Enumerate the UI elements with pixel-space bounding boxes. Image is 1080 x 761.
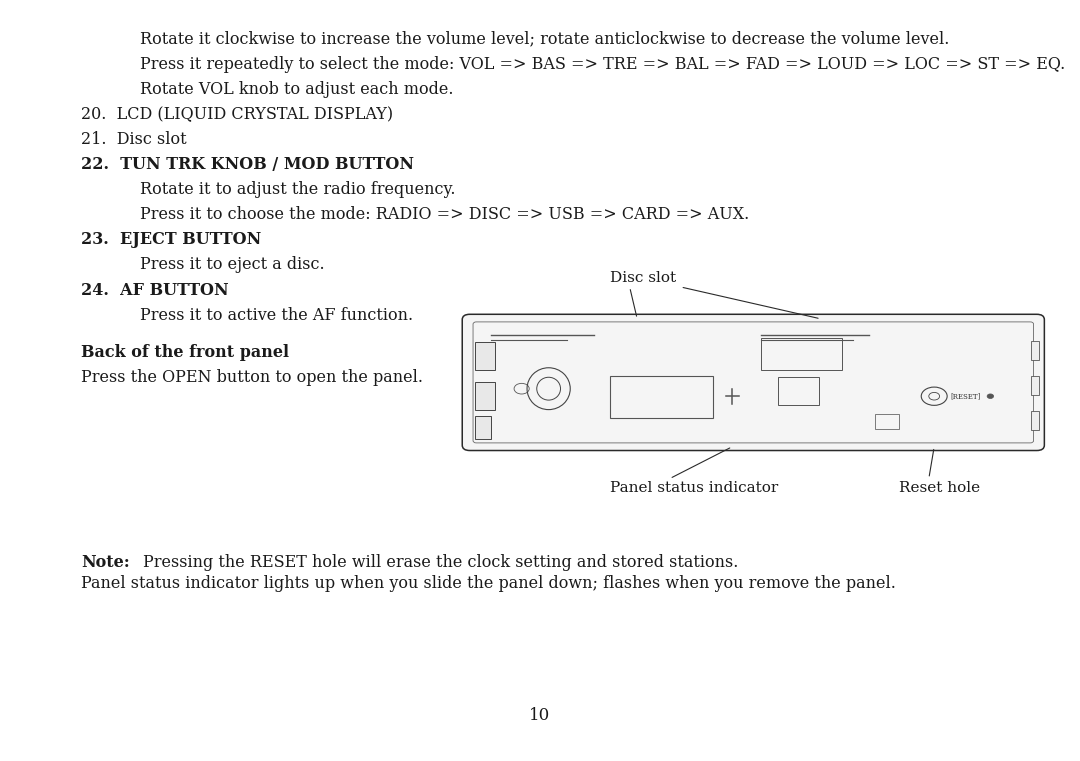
Bar bbox=[475, 382, 495, 410]
Text: 20.  LCD (LIQUID CRYSTAL DISPLAY): 20. LCD (LIQUID CRYSTAL DISPLAY) bbox=[81, 106, 393, 123]
Text: Press it repeatedly to select the mode: VOL => BAS => TRE => BAL => FAD => LOUD : Press it repeatedly to select the mode: … bbox=[140, 56, 1066, 72]
Bar bbox=[475, 416, 491, 439]
Text: Press it to eject a disc.: Press it to eject a disc. bbox=[140, 256, 325, 273]
Bar bbox=[475, 342, 495, 370]
Text: Panel status indicator lights up when you slide the panel down; flashes when you: Panel status indicator lights up when yo… bbox=[81, 575, 896, 591]
Text: Note:: Note: bbox=[81, 554, 130, 571]
Text: Rotate VOL knob to adjust each mode.: Rotate VOL knob to adjust each mode. bbox=[140, 81, 454, 97]
Text: Rotate it clockwise to increase the volume level; rotate anticlockwise to decrea: Rotate it clockwise to increase the volu… bbox=[140, 30, 949, 47]
Text: Reset hole: Reset hole bbox=[899, 481, 980, 495]
Circle shape bbox=[987, 394, 994, 399]
Text: Press the OPEN button to open the panel.: Press the OPEN button to open the panel. bbox=[81, 370, 423, 387]
Text: Pressing the RESET hole will erase the clock setting and stored stations.: Pressing the RESET hole will erase the c… bbox=[143, 554, 738, 571]
Text: Back of the front panel: Back of the front panel bbox=[81, 345, 289, 361]
Text: [RESET]: [RESET] bbox=[950, 392, 981, 400]
Text: Rotate it to adjust the radio frequency.: Rotate it to adjust the radio frequency. bbox=[140, 181, 456, 198]
Text: Disc slot: Disc slot bbox=[610, 272, 676, 285]
Text: 10: 10 bbox=[529, 707, 551, 724]
Text: 22.  TUN TRK KNOB / MOD BUTTON: 22. TUN TRK KNOB / MOD BUTTON bbox=[81, 156, 414, 173]
Text: Panel status indicator: Panel status indicator bbox=[610, 481, 779, 495]
Text: Press it to choose the mode: RADIO => DISC => USB => CARD => AUX.: Press it to choose the mode: RADIO => DI… bbox=[140, 206, 750, 223]
Text: 24.  AF BUTTON: 24. AF BUTTON bbox=[81, 282, 229, 298]
Bar bbox=[1031, 411, 1039, 430]
Text: 23.  EJECT BUTTON: 23. EJECT BUTTON bbox=[81, 231, 261, 248]
Bar bbox=[1031, 376, 1039, 395]
Bar bbox=[610, 376, 713, 418]
FancyBboxPatch shape bbox=[462, 314, 1044, 451]
Bar bbox=[778, 377, 819, 405]
Bar bbox=[1031, 341, 1039, 360]
Text: Press it to active the AF function.: Press it to active the AF function. bbox=[140, 307, 414, 323]
Bar bbox=[875, 414, 899, 429]
Text: 21.  Disc slot: 21. Disc slot bbox=[81, 131, 187, 148]
Bar bbox=[761, 339, 842, 370]
